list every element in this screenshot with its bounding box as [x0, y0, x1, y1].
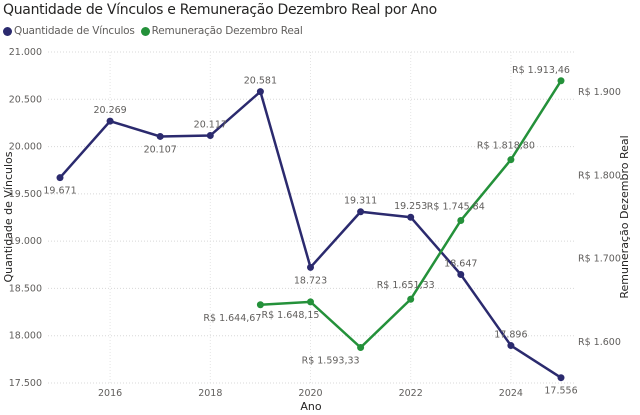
y-tick-label: 21.000 [9, 47, 42, 58]
x-tick-label: 2024 [499, 388, 523, 399]
y-tick-label: 19.500 [9, 189, 42, 200]
data-point [156, 132, 164, 140]
data-point [307, 263, 314, 271]
x-tick-label: 2016 [98, 388, 122, 399]
data-label: 20.107 [144, 144, 177, 155]
x-axis-title: Ano [300, 400, 321, 413]
data-label: R$ 1.913,46 [512, 65, 570, 76]
x-tick-label: 2018 [198, 388, 222, 399]
data-label: R$ 1.648,15 [262, 310, 320, 321]
data-label: 18.723 [294, 275, 327, 286]
data-point [507, 342, 515, 350]
data-point [307, 298, 314, 306]
y-axis-title: Quantidade de Vínculos [2, 151, 15, 282]
data-label: 17.896 [494, 330, 527, 341]
data-label: 20.269 [93, 105, 126, 116]
x-tick-label: 2020 [298, 388, 322, 399]
data-point [407, 213, 415, 221]
data-label: R$ 1.593,33 [302, 356, 360, 367]
data-label: 17.556 [544, 386, 577, 397]
data-point [357, 344, 365, 352]
data-point [206, 132, 214, 140]
data-point [457, 216, 465, 224]
y-tick-label: 19.000 [9, 236, 42, 247]
y-tick-label: 20.000 [9, 142, 42, 153]
chart-title: Quantidade de Vínculos e Remuneração Dez… [3, 2, 437, 18]
data-point [56, 174, 64, 182]
legend-item-vinculos[interactable]: Quantidade de Vínculos [3, 25, 135, 37]
data-point [407, 295, 415, 303]
data-point [106, 117, 114, 125]
y2-tick-label: R$ 1.700 [578, 254, 621, 265]
data-point [256, 301, 264, 309]
y-tick-label: 20.500 [9, 94, 42, 105]
y2-tick-label: R$ 1.900 [578, 87, 621, 98]
legend-marker [3, 26, 12, 36]
y2-tick-label: R$ 1.600 [578, 337, 621, 348]
y2-tick-label: R$ 1.800 [578, 170, 621, 181]
data-label: 19.671 [43, 186, 76, 197]
data-point [557, 374, 565, 382]
legend-marker [140, 26, 150, 36]
data-label: 18.647 [444, 259, 477, 270]
data-point [507, 156, 515, 164]
data-label: R$ 1.644,67 [203, 313, 261, 324]
y-tick-label: 17.500 [9, 378, 42, 389]
data-label: 19.253 [394, 201, 427, 212]
legend: Quantidade de Vínculos Remuneração Dezem… [3, 25, 303, 37]
y-tick-label: 18.000 [9, 331, 42, 342]
data-label: R$ 1.745,84 [427, 201, 485, 212]
legend-label: Remuneração Dezembro Real [151, 25, 303, 37]
data-label: R$ 1.651,33 [377, 280, 435, 291]
data-label: R$ 1.818,80 [477, 141, 535, 152]
data-label: 20.581 [244, 76, 277, 87]
y-tick-label: 18.500 [9, 283, 42, 294]
data-label: 20.117 [194, 120, 227, 131]
data-label: 19.311 [344, 196, 377, 207]
data-point [256, 88, 264, 96]
legend-item-remuneracao[interactable]: Remuneração Dezembro Real [140, 25, 303, 37]
legend-label: Quantidade de Vínculos [14, 25, 135, 37]
y2-axis-title: Remuneração Dezembro Real [618, 135, 631, 298]
data-point [557, 77, 565, 85]
data-point [357, 208, 365, 216]
data-point [457, 271, 465, 279]
x-tick-label: 2022 [399, 388, 423, 399]
